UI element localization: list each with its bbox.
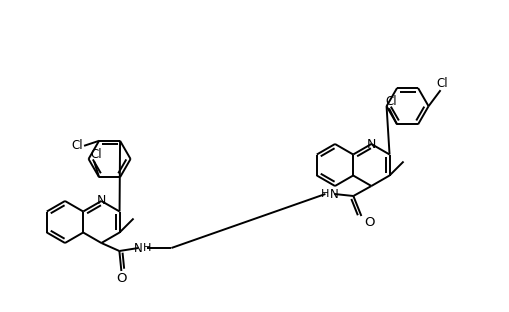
Text: N: N [366, 138, 376, 150]
Text: N: N [97, 194, 106, 207]
Text: O: O [116, 271, 127, 285]
Text: H: H [144, 243, 152, 253]
Text: N: N [330, 188, 339, 201]
Text: H: H [321, 189, 329, 199]
Text: Cl: Cl [71, 139, 83, 152]
Text: Cl: Cl [90, 148, 102, 161]
Text: Cl: Cl [437, 77, 448, 90]
Text: Cl: Cl [385, 95, 397, 108]
Text: N: N [134, 241, 143, 255]
Text: O: O [364, 217, 375, 230]
